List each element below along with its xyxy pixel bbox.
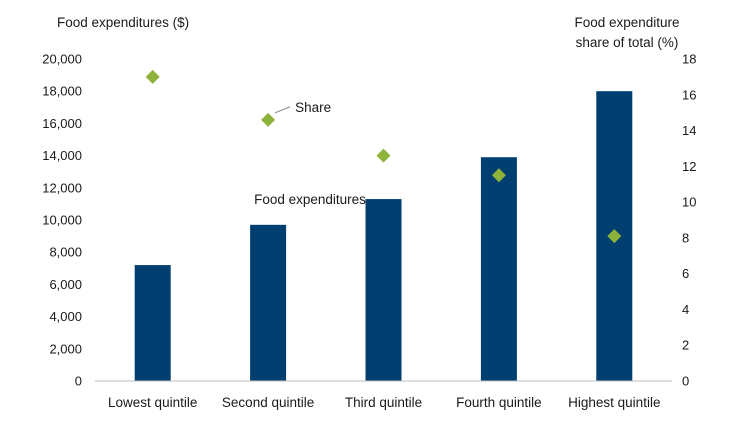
left-tick-label: 4,000 bbox=[49, 309, 82, 324]
category-label: Lowest quintile bbox=[108, 395, 197, 410]
bar bbox=[480, 157, 517, 381]
bar bbox=[134, 265, 171, 381]
category-labels: Lowest quintile Second quintile Third quin… bbox=[108, 395, 660, 410]
annotations: Food expenditures Share bbox=[254, 100, 366, 207]
bar-series bbox=[134, 91, 633, 381]
bar bbox=[365, 199, 402, 381]
share-annotation: Share bbox=[295, 100, 331, 115]
category-label: Fourth quintile bbox=[456, 395, 542, 410]
right-axis-title-line-1: Food expenditure bbox=[574, 15, 679, 30]
right-tick-label: 0 bbox=[682, 374, 689, 389]
left-tick-label: 6,000 bbox=[49, 277, 82, 292]
right-tick-label: 4 bbox=[682, 302, 689, 317]
right-tick-label: 10 bbox=[682, 195, 696, 210]
right-tick-label: 14 bbox=[682, 123, 696, 138]
left-tick-label: 2,000 bbox=[49, 341, 82, 356]
left-axis-title: Food expenditures ($) bbox=[57, 15, 189, 30]
share-point bbox=[261, 112, 276, 127]
right-tick-label: 6 bbox=[682, 266, 689, 281]
share-point bbox=[607, 229, 622, 244]
right-tick-label: 16 bbox=[682, 87, 696, 102]
food-expenditures-annotation: Food expenditures bbox=[254, 192, 366, 207]
left-tick-label: 20,000 bbox=[42, 52, 82, 67]
bar bbox=[250, 224, 287, 381]
right-axis-title-line-2: share of total (%) bbox=[576, 35, 679, 50]
right-tick-label: 12 bbox=[682, 159, 696, 174]
share-series bbox=[145, 69, 622, 244]
left-tick-label: 8,000 bbox=[49, 245, 82, 260]
left-axis-ticks: 0 2,000 4,000 6,000 8,000 10,000 12,000 14,000 1… bbox=[42, 52, 82, 389]
left-tick-label: 18,000 bbox=[42, 84, 82, 99]
left-tick-label: 10,000 bbox=[42, 213, 82, 228]
right-tick-label: 18 bbox=[682, 52, 696, 67]
share-point bbox=[491, 168, 506, 183]
left-tick-label: 14,000 bbox=[42, 148, 82, 163]
share-point bbox=[145, 69, 160, 84]
category-label: Highest quintile bbox=[568, 395, 660, 410]
category-label: Second quintile bbox=[222, 395, 314, 410]
category-label: Third quintile bbox=[345, 395, 422, 410]
left-tick-label: 12,000 bbox=[42, 180, 82, 195]
right-tick-label: 8 bbox=[682, 230, 689, 245]
share-point bbox=[376, 148, 391, 163]
right-tick-label: 2 bbox=[682, 338, 689, 353]
share-leader-line bbox=[274, 106, 291, 114]
right-axis-ticks: 0 2 4 6 8 10 12 14 16 18 bbox=[682, 52, 696, 389]
left-tick-label: 0 bbox=[75, 374, 82, 389]
left-tick-label: 16,000 bbox=[42, 116, 82, 131]
